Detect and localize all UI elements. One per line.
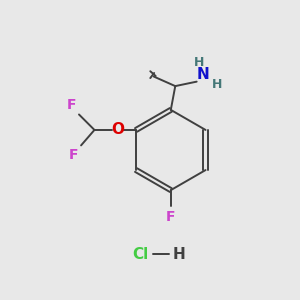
Text: F: F	[166, 210, 176, 224]
Text: O: O	[111, 122, 124, 137]
Text: H: H	[172, 247, 185, 262]
Text: F: F	[69, 148, 79, 162]
Text: F: F	[67, 98, 76, 112]
Text: N: N	[197, 67, 209, 82]
Text: H: H	[212, 77, 223, 91]
Text: Cl: Cl	[132, 247, 148, 262]
Text: H: H	[194, 56, 204, 69]
